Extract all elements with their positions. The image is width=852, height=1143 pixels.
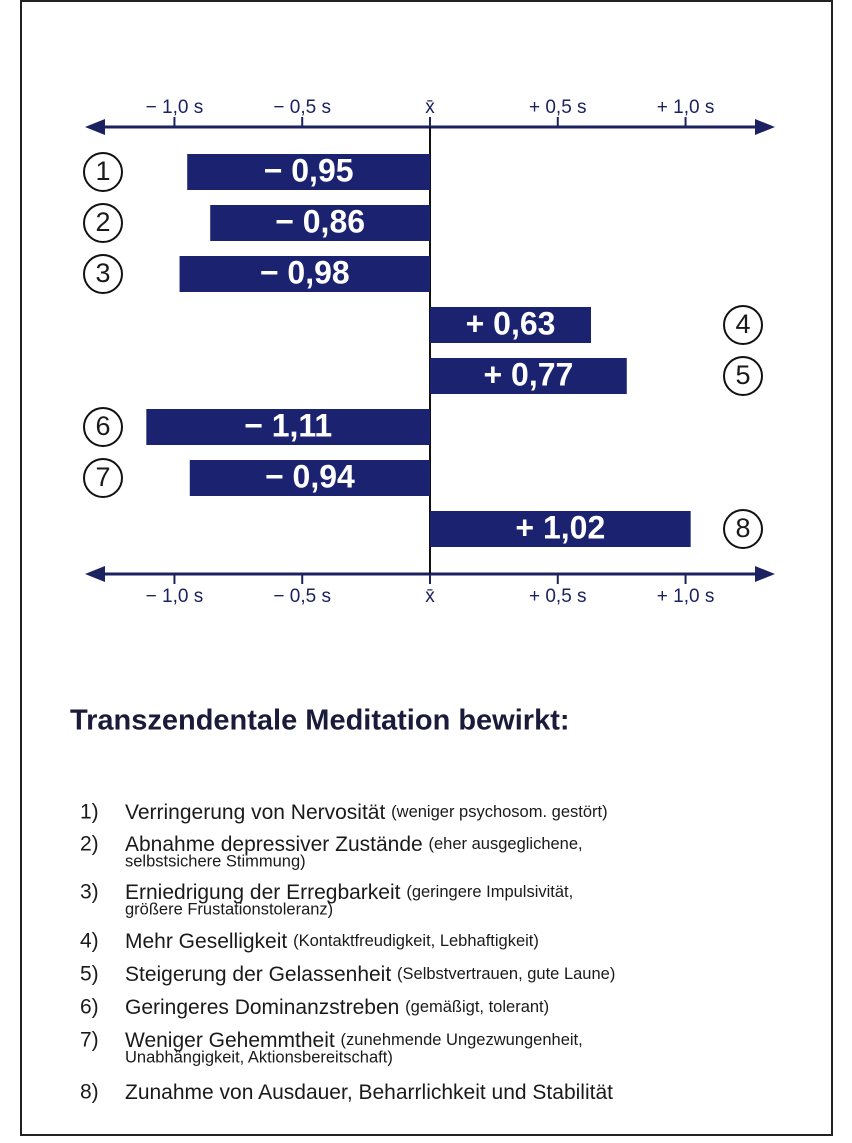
bar <box>146 409 431 445</box>
item-note-line2: größere Frustationstoleranz) <box>125 900 333 918</box>
bar <box>187 154 430 190</box>
axis-arrow <box>755 119 775 135</box>
bar-label: − 0,95 <box>264 152 354 188</box>
bar <box>179 256 430 292</box>
category-label: 7 <box>95 462 110 492</box>
bar <box>430 511 691 547</box>
item-main: Steigerung der Gelassenheit <box>125 963 391 986</box>
item-note: (eher ausgeglichene, <box>429 835 583 853</box>
item-note: (Selbstvertrauen, gute Laune) <box>397 965 615 983</box>
bar <box>430 358 627 394</box>
x-tick-label: − 0,5 s <box>273 586 331 607</box>
x-tick-label: x̄ <box>425 97 435 118</box>
bar-label: + 0,77 <box>483 356 573 392</box>
item-number: 3) <box>80 881 99 904</box>
category-label: 4 <box>735 309 750 339</box>
bar <box>189 460 430 496</box>
x-tick-label: + 0,5 s <box>529 97 587 118</box>
item-note-line2: Unabhängigkeit, Aktionsbereitschaft) <box>125 1048 393 1066</box>
category-circle <box>83 152 123 192</box>
item-main: Zunahme von Ausdauer, Beharrlichkeit und… <box>125 1081 613 1104</box>
x-tick-label: + 1,0 s <box>657 97 715 118</box>
category-circle <box>83 407 123 447</box>
bar-label: − 1,11 <box>244 407 332 443</box>
item-note: (zunehmende Ungezwungenheit, <box>341 1031 583 1049</box>
x-tick-label: + 1,0 s <box>657 586 715 607</box>
item-main: Abnahme depressiver Zustände <box>125 833 423 856</box>
category-label: 8 <box>735 513 750 543</box>
item-number: 8) <box>80 1081 99 1104</box>
item-text: Zunahme von Ausdauer, Beharrlichkeit und… <box>125 1081 613 1104</box>
item-number: 4) <box>80 930 99 953</box>
item-note: (Kontaktfreudigkeit, Lebhaftigkeit) <box>293 932 539 950</box>
x-tick-label: + 0,5 s <box>529 586 587 607</box>
category-circle <box>83 254 123 294</box>
category-label: 5 <box>735 360 750 390</box>
category-circle <box>723 356 763 396</box>
bar <box>210 205 430 241</box>
item-note: (weniger psychosom. gestört) <box>391 803 607 821</box>
item-note: (geringere Impulsivität, <box>406 883 573 901</box>
item-number: 2) <box>80 833 99 856</box>
item-main: Geringeres Dominanzstreben <box>125 996 399 1019</box>
item-number: 7) <box>80 1029 99 1052</box>
bar-label: − 0,98 <box>260 254 350 290</box>
item-number: 1) <box>80 801 99 824</box>
item-text: Weniger Gehemmtheit (zunehmende Ungezwun… <box>125 1029 583 1052</box>
item-main: Erniedrigung der Erregbarkeit <box>125 881 401 904</box>
item-text: Verringerung von Nervosität (weniger psy… <box>125 801 608 824</box>
x-tick-label: − 1,0 s <box>146 586 204 607</box>
item-main: Mehr Geselligkeit <box>125 930 287 953</box>
category-circle <box>723 305 763 345</box>
item-text: Abnahme depressiver Zustände (eher ausge… <box>125 833 583 856</box>
item-text: Steigerung der Gelassenheit (Selbstvertr… <box>125 963 615 986</box>
item-text: Mehr Geselligkeit (Kontaktfreudigkeit, L… <box>125 930 539 953</box>
category-circle <box>83 203 123 243</box>
category-circle <box>83 458 123 498</box>
item-main: Weniger Gehemmtheit <box>125 1029 335 1052</box>
bar-label: + 1,02 <box>515 509 605 545</box>
bar-label: − 0,94 <box>265 458 355 494</box>
category-label: 3 <box>95 258 110 288</box>
item-text: Erniedrigung der Erregbarkeit (geringere… <box>125 881 573 904</box>
axis-arrow <box>85 566 105 582</box>
item-note: (gemäßigt, tolerant) <box>405 998 549 1016</box>
bar-label: − 0,86 <box>275 203 365 239</box>
frame <box>20 0 833 1136</box>
category-label: 2 <box>95 207 110 237</box>
item-text: Geringeres Dominanzstreben (gemäßigt, to… <box>125 996 549 1019</box>
item-note-line2: selbstsichere Stimmung) <box>125 852 306 870</box>
x-tick-label: − 0,5 s <box>273 97 331 118</box>
x-tick-label: − 1,0 s <box>146 97 204 118</box>
x-tick-label: x̄ <box>425 586 435 607</box>
category-label: 6 <box>95 411 110 441</box>
axis-arrow <box>755 566 775 582</box>
category-label: 1 <box>95 156 110 186</box>
item-number: 6) <box>80 996 99 1019</box>
bar-label: + 0,63 <box>466 305 556 341</box>
axis-arrow <box>85 119 105 135</box>
legend-title: Transzendentale Meditation bewirkt: <box>70 705 570 737</box>
category-circle <box>723 509 763 549</box>
item-number: 5) <box>80 963 99 986</box>
bar <box>430 307 591 343</box>
item-main: Verringerung von Nervosität <box>125 801 385 824</box>
